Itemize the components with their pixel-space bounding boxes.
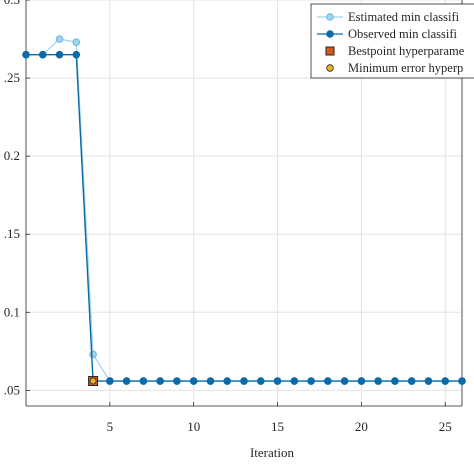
legend-label: Estimated min classifi — [348, 10, 460, 24]
observed-point — [374, 377, 382, 385]
observed-point — [290, 377, 299, 385]
observed-point — [156, 377, 164, 385]
observed-point — [38, 50, 47, 59]
legend-label: Observed min classifi — [348, 27, 458, 41]
legend-marker — [325, 46, 335, 56]
observed-point — [407, 377, 416, 385]
x-tick-label: 15 — [271, 419, 284, 434]
observed-point — [72, 50, 81, 59]
x-tick-label: 5 — [107, 419, 114, 434]
legend-marker — [326, 13, 334, 21]
legend-marker — [326, 30, 334, 38]
estimated-point — [55, 35, 64, 43]
legend: Estimated min classifi Observed min class… — [310, 3, 474, 79]
observed-point — [206, 377, 215, 385]
observed-point — [391, 377, 399, 385]
y-tick-label: 0.3 — [4, 0, 20, 7]
observed-point — [55, 50, 64, 59]
observed-point — [22, 50, 30, 59]
axes: 5 10 15 20 25 .05 0.1 .15 0.2 .25 0.3 — [4, 0, 463, 434]
observed-point — [340, 377, 349, 385]
minimum-error-marker — [89, 377, 97, 385]
observed-point — [458, 377, 466, 385]
series-layer — [22, 35, 466, 387]
observed-point — [307, 377, 315, 385]
y-tick-label: 0.2 — [4, 148, 20, 163]
legend-label: Bestpoint hyperparame — [348, 44, 465, 58]
observed-point — [106, 377, 114, 385]
observed-point — [223, 377, 232, 385]
observed-point — [441, 377, 450, 385]
x-tick-label: 20 — [355, 419, 368, 434]
observed-point — [173, 377, 181, 385]
y-tick-label: 0.1 — [4, 304, 20, 319]
observed-point — [240, 377, 248, 385]
x-axis-label: Iteration — [250, 445, 295, 460]
observed-point — [256, 377, 265, 385]
observed-point — [357, 377, 366, 385]
observed-point — [324, 377, 332, 385]
y-tick-label: .15 — [4, 226, 20, 241]
y-tick-label: .25 — [4, 70, 20, 85]
observed-point — [139, 377, 148, 385]
estimated-point — [89, 350, 97, 359]
legend-label: Minimum error hyperp — [348, 61, 463, 75]
legend-marker — [326, 64, 334, 72]
observed-point — [122, 377, 131, 385]
x-tick-label: 25 — [439, 419, 452, 434]
observed-point — [273, 377, 282, 385]
estimated-point — [72, 38, 81, 46]
x-tick-label: 10 — [187, 419, 200, 434]
y-tick-label: .05 — [4, 382, 20, 397]
observed-point — [189, 377, 198, 385]
observed-point — [424, 377, 433, 385]
legend-box — [310, 3, 474, 79]
